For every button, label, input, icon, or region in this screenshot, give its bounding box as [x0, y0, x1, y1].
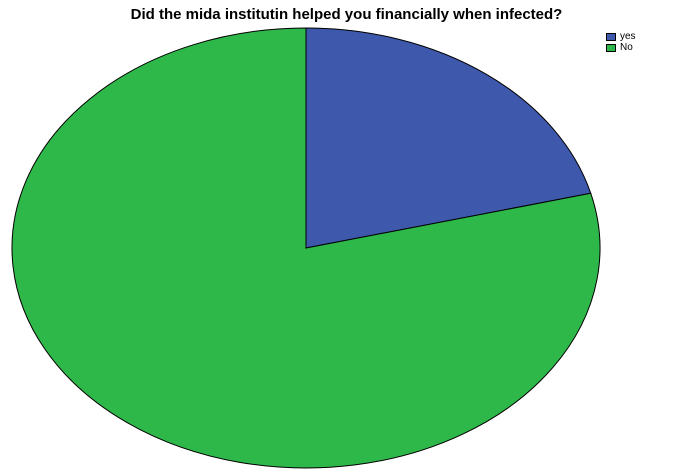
pie-slice-yes: [305, 27, 592, 249]
legend-swatch-yes: [606, 32, 616, 41]
legend-label-yes: yes: [620, 31, 636, 42]
legend-label-no: No: [620, 42, 633, 53]
legend-item-no: No: [606, 42, 636, 53]
pie-slice-no: [11, 27, 601, 469]
chart-title: Did the mida institutin helped you finan…: [130, 6, 563, 23]
legend: yes No: [606, 31, 636, 53]
legend-swatch-no: [606, 43, 616, 52]
legend-item-yes: yes: [606, 31, 636, 42]
